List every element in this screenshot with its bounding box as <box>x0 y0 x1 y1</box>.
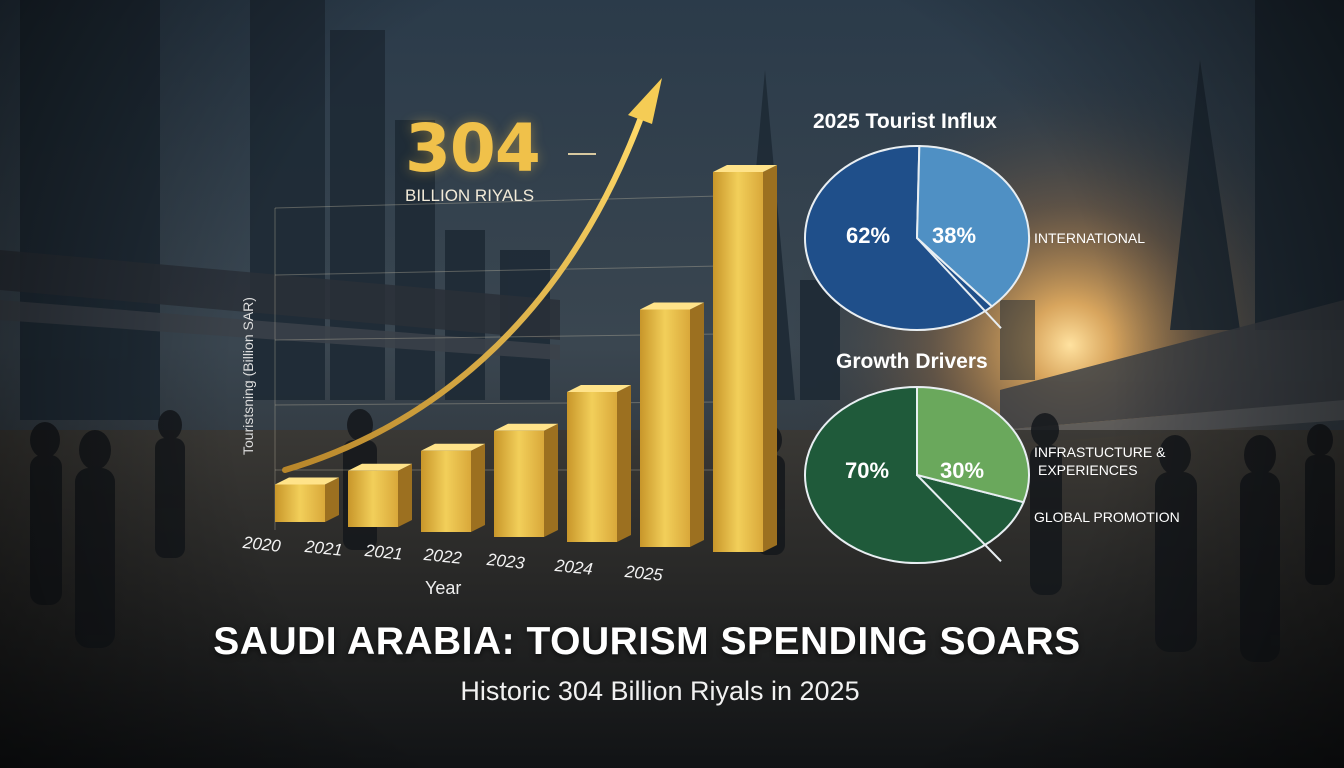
pie1-slice-label-62: 62% <box>846 223 891 248</box>
callout-dash <box>568 153 596 155</box>
bar-side <box>763 165 777 552</box>
bar-top <box>421 443 485 451</box>
pie-slice-0 <box>804 145 994 331</box>
bar-2 <box>421 443 485 532</box>
trend-arrowhead <box>628 78 662 124</box>
x-tick-label: 2020 <box>242 533 282 556</box>
bar-side <box>690 302 704 547</box>
bar-top <box>713 165 777 172</box>
bar-5 <box>640 302 704 547</box>
bar-top <box>567 385 631 392</box>
bar-top <box>494 423 558 431</box>
pie2-legend-global-promotion: GLOBAL PROMOTION <box>1034 509 1180 525</box>
pie1-legend-international: INTERNATIONAL <box>1034 230 1145 246</box>
bar-0 <box>275 477 339 522</box>
x-tick-label: 2025 <box>624 562 664 585</box>
bar-3 <box>494 423 558 537</box>
bar-1 <box>348 463 412 527</box>
bar-side <box>617 385 631 542</box>
pie2-title: Growth Drivers <box>836 350 988 373</box>
x-tick-label: 2021 <box>304 537 344 560</box>
x-tick-label: 2024 <box>554 556 594 579</box>
pie2-legend-infrastructure: INFRASTUCTURE & <box>1034 444 1166 460</box>
bar-top <box>275 477 339 485</box>
bar-front <box>421 450 471 532</box>
pie1-slice-label-38: 38% <box>932 223 977 248</box>
pie2-slice-label-70: 70% <box>845 458 890 483</box>
pie1-title: 2025 Tourist Influx <box>813 110 997 133</box>
pie-chart-tourist-influx <box>804 145 1030 331</box>
bar-4 <box>567 385 631 542</box>
bar-6 <box>713 165 777 552</box>
bar-top <box>348 463 412 471</box>
bar-front <box>494 430 544 537</box>
pie-divider <box>916 474 1002 562</box>
pie-slice-1 <box>915 145 1030 308</box>
x-tick-label: 2022 <box>423 545 463 568</box>
trend-arrow <box>282 117 643 473</box>
bar-front <box>640 309 690 547</box>
bar-front <box>567 392 617 542</box>
bar-side <box>471 443 485 532</box>
bar-front <box>275 484 325 522</box>
bar-side <box>544 423 558 537</box>
bar-series <box>275 165 777 552</box>
pie-chart-growth-drivers <box>804 385 1031 564</box>
x-tick-label: 2021 <box>364 541 404 564</box>
bar-top <box>640 302 704 310</box>
pie-slice-0 <box>804 385 1025 564</box>
bar-front <box>713 172 763 552</box>
callout-unit: BILLION RIYALS <box>405 186 535 205</box>
pie-divider <box>916 237 1002 329</box>
x-axis-label: Year <box>425 578 462 598</box>
bar-side <box>325 477 339 522</box>
pie2-legend-experiences: EXPERIENCES <box>1038 462 1138 478</box>
x-tick-label: 2023 <box>486 550 526 573</box>
bar-chart <box>274 78 777 552</box>
bar-front <box>348 470 398 527</box>
headline: SAUDI ARABIA: TOURISM SPENDING SOARS <box>213 620 1081 663</box>
pie2-slice-label-30: 30% <box>940 458 985 483</box>
pie-slice-1 <box>916 385 1031 504</box>
bar-side <box>398 463 412 527</box>
y-axis-label: Touristsning (Billion SAR) <box>240 297 256 455</box>
subheadline: Historic 304 Billion Riyals in 2025 <box>460 676 860 706</box>
callout-value: 304 <box>405 110 541 187</box>
